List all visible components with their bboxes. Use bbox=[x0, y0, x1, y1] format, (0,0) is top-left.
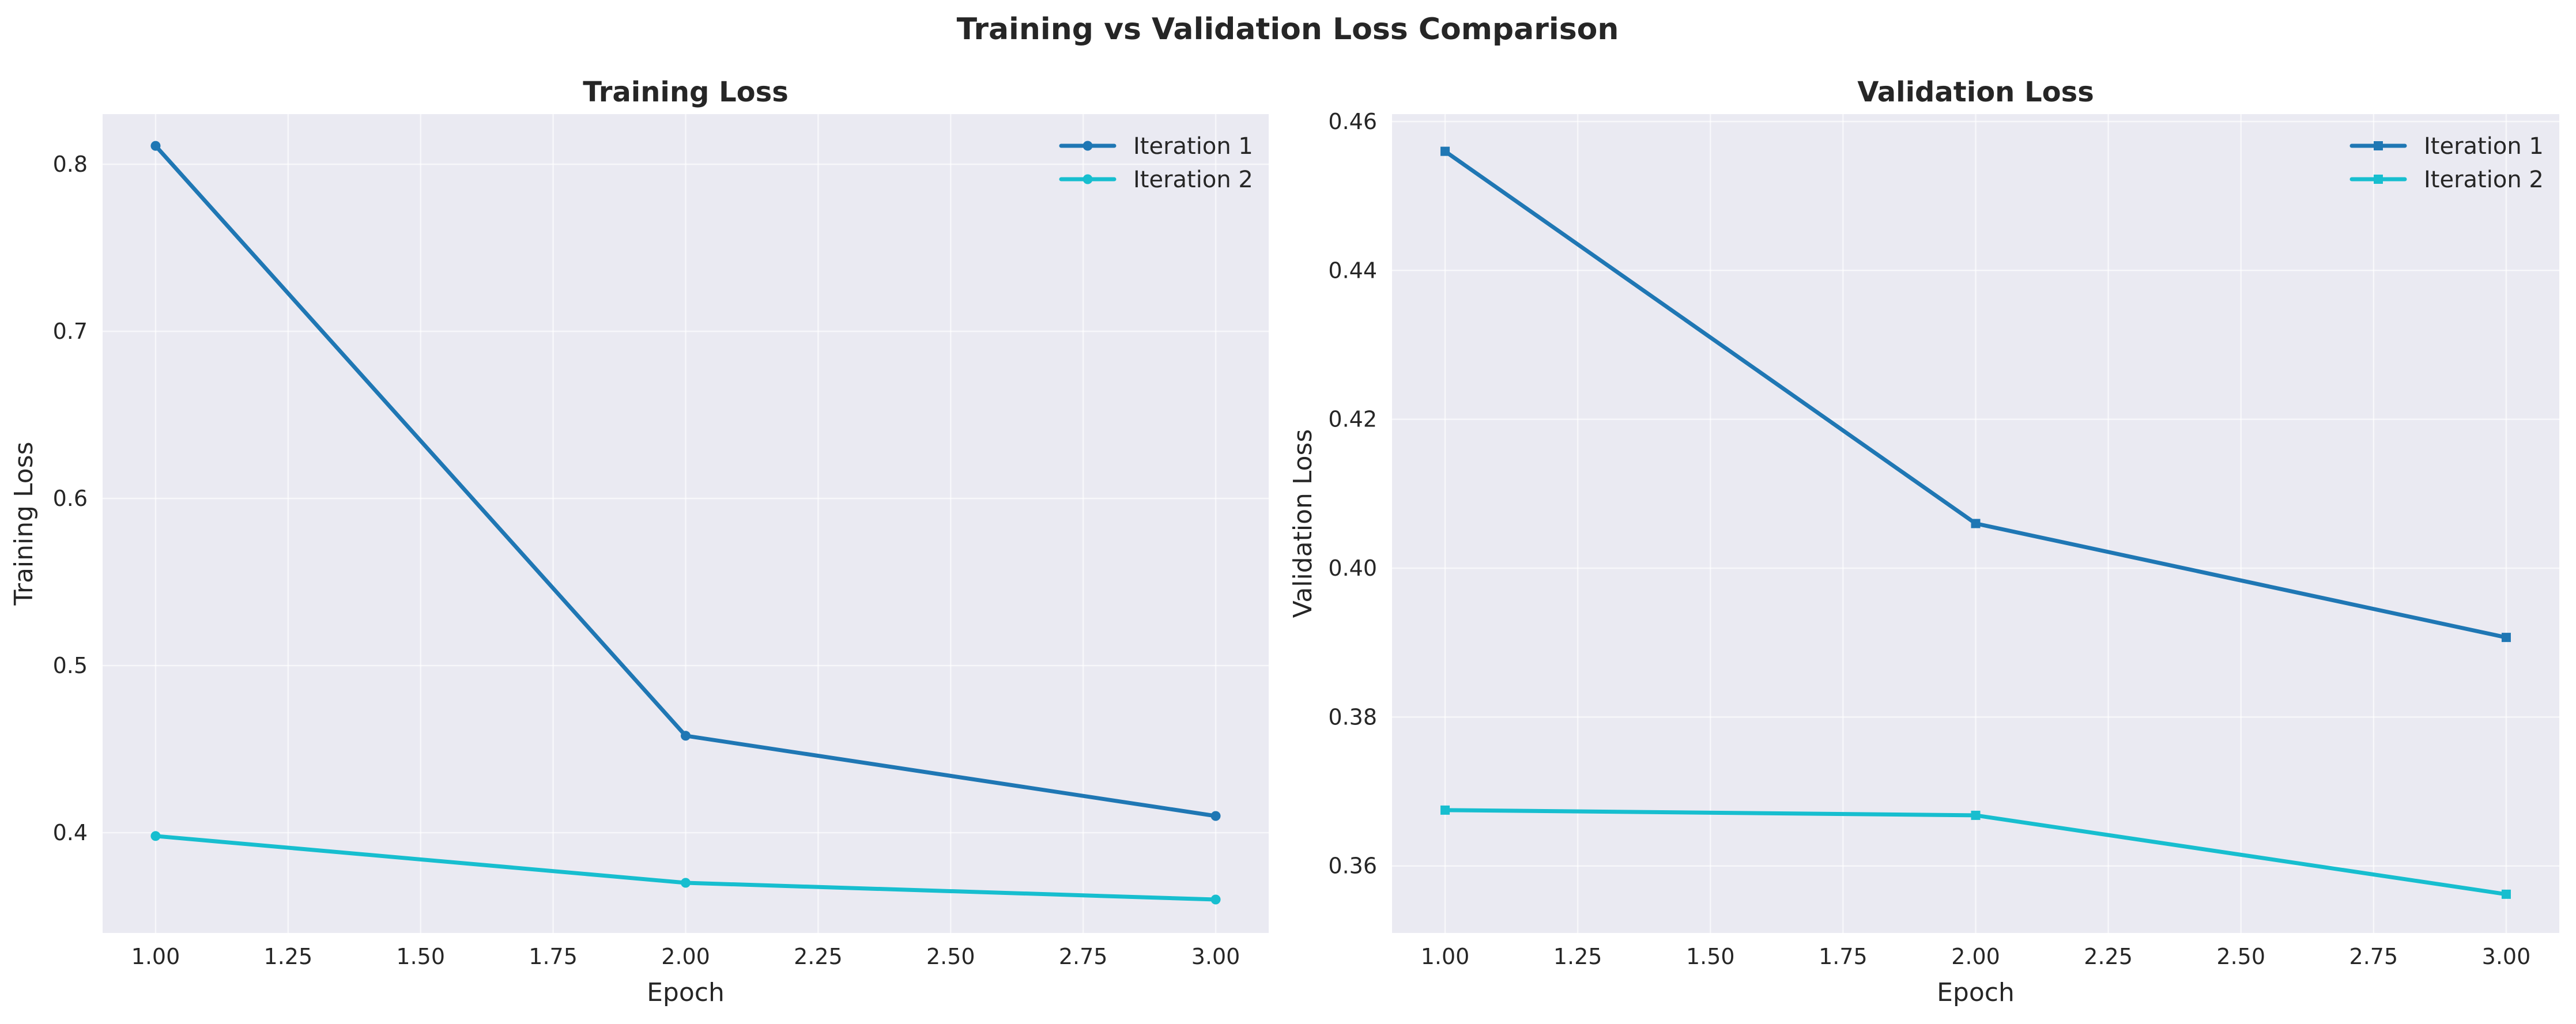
training-y-tick-label: 0.4 bbox=[53, 820, 88, 845]
training-series-2-point bbox=[150, 831, 161, 841]
validation-loss-panel: 1.00 1.25 1.50 1.75 2.00 2.25 2.50 2.75 3.00 0.36… bbox=[1288, 76, 2559, 1007]
training-series-2-point bbox=[681, 878, 691, 888]
validation-y-tick-label: 0.36 bbox=[1328, 853, 1377, 879]
validation-x-tick-label: 3.00 bbox=[2482, 944, 2531, 969]
training-x-tick-label: 2.00 bbox=[661, 944, 710, 969]
training-x-tick-label: 2.25 bbox=[794, 944, 843, 969]
training-series-1-point bbox=[1210, 811, 1221, 821]
validation-x-tick-label: 2.75 bbox=[2349, 944, 2398, 969]
validation-series-2-point bbox=[1971, 810, 1981, 820]
validation-x-tick-label: 1.00 bbox=[1421, 944, 1470, 969]
training-legend-marker-2 bbox=[1083, 174, 1093, 184]
validation-x-tick-label: 1.25 bbox=[1553, 944, 1602, 969]
validation-series-2-point bbox=[2501, 889, 2511, 899]
validation-x-tick-label: 2.00 bbox=[1951, 944, 2000, 969]
validation-series-2-point bbox=[1440, 805, 1450, 815]
training-y-tick-label: 0.7 bbox=[53, 319, 88, 344]
figure-suptitle: Training vs Validation Loss Comparison bbox=[957, 12, 1619, 47]
validation-legend-marker-1 bbox=[2374, 141, 2383, 150]
training-y-tick-label: 0.5 bbox=[53, 653, 88, 678]
training-y-axis-label: Training Loss bbox=[9, 441, 39, 606]
validation-series-1-point bbox=[2501, 633, 2511, 643]
training-legend: Iteration 1 Iteration 2 bbox=[1059, 133, 1253, 193]
validation-legend-label-2: Iteration 2 bbox=[2424, 167, 2544, 193]
validation-y-tick-label: 0.40 bbox=[1328, 556, 1377, 581]
validation-y-tick-label: 0.46 bbox=[1328, 109, 1377, 134]
training-x-tick-label: 3.00 bbox=[1191, 944, 1240, 969]
validation-x-axis-label: Epoch bbox=[1937, 978, 2015, 1007]
validation-x-tick-label: 1.75 bbox=[1819, 944, 1868, 969]
validation-y-tick-label: 0.42 bbox=[1328, 407, 1377, 432]
training-legend-label-1: Iteration 1 bbox=[1133, 133, 1253, 160]
training-series-1-point bbox=[681, 731, 691, 741]
validation-legend-marker-2 bbox=[2374, 175, 2383, 184]
training-legend-marker-1 bbox=[1083, 141, 1093, 151]
validation-legend-label-1: Iteration 1 bbox=[2424, 133, 2544, 160]
validation-y-tick-label: 0.38 bbox=[1328, 704, 1377, 730]
validation-x-tick-label: 2.25 bbox=[2084, 944, 2133, 969]
validation-x-tick-label: 2.50 bbox=[2216, 944, 2265, 969]
training-x-tick-label: 2.50 bbox=[926, 944, 975, 969]
training-y-tick-label: 0.8 bbox=[53, 152, 88, 177]
training-x-tick-label: 1.00 bbox=[131, 944, 180, 969]
validation-legend: Iteration 1 Iteration 2 bbox=[2349, 133, 2544, 193]
training-x-tick-label: 1.75 bbox=[529, 944, 578, 969]
validation-y-axis-label: Validation Loss bbox=[1288, 429, 1318, 618]
training-loss-panel: 1.00 1.25 1.50 1.75 2.00 2.25 2.50 2.75 3.00 0.4 0… bbox=[9, 76, 1269, 1007]
validation-series-1-point bbox=[1440, 146, 1450, 156]
training-x-tick-label: 2.75 bbox=[1059, 944, 1108, 969]
training-x-tick-label: 1.25 bbox=[264, 944, 313, 969]
validation-series-1-point bbox=[1971, 519, 1981, 528]
training-y-tick-label: 0.6 bbox=[53, 486, 88, 511]
validation-chart-title: Validation Loss bbox=[1857, 76, 2094, 108]
validation-x-tick-label: 1.50 bbox=[1686, 944, 1735, 969]
training-x-tick-label: 1.50 bbox=[396, 944, 445, 969]
training-series-2-point bbox=[1210, 894, 1221, 905]
training-legend-label-2: Iteration 2 bbox=[1133, 167, 1253, 193]
training-chart-title: Training Loss bbox=[583, 76, 789, 108]
training-series-1-point bbox=[150, 141, 161, 151]
training-x-axis-label: Epoch bbox=[647, 978, 725, 1007]
validation-y-tick-label: 0.44 bbox=[1328, 258, 1377, 283]
